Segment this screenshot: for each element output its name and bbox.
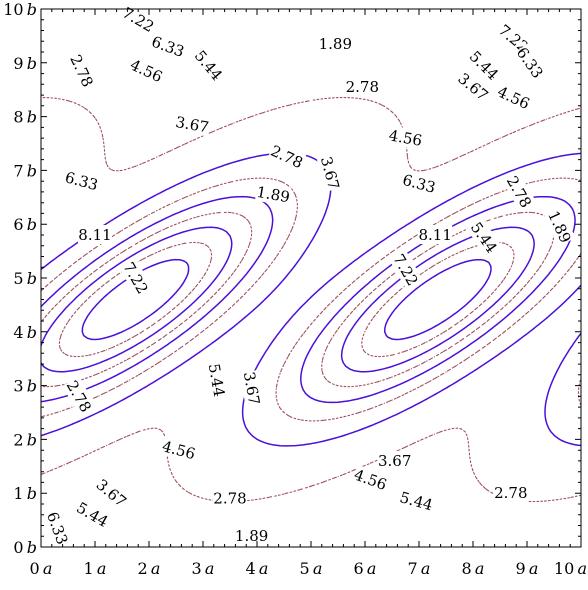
y-tick-label: 5 b <box>13 269 37 288</box>
contour-level-5 <box>41 226 535 373</box>
x-tick-labels: 0 a 1 a 2 a 3 a 4 a 5 a 6 a 7 a 8 a 9 a 10 a <box>30 559 587 578</box>
x-tick-label: 4 a <box>246 559 269 578</box>
contour-label-bg <box>213 488 247 508</box>
contour-label-27: 4.56 <box>387 125 424 150</box>
contour-label-bg <box>318 34 353 53</box>
contour-label-bg <box>62 376 96 416</box>
contour-label-bg <box>316 154 344 192</box>
contour-label-38: 2.78 <box>493 483 528 503</box>
contour-label-bg <box>92 474 131 512</box>
y-tick-label: 0 b <box>13 538 37 557</box>
contour-label-10: 2.78 <box>213 488 247 508</box>
contour-label-text: 2.78 <box>213 490 246 508</box>
contour-label-bg <box>234 526 269 546</box>
contour-label-bg <box>148 31 188 61</box>
y-tick-label: 10 b <box>3 0 37 19</box>
contour-label-bg <box>267 140 307 173</box>
y-tick-label: 4 b <box>13 323 37 342</box>
contour-label-bg <box>78 225 112 244</box>
contour-label-bg <box>397 487 436 515</box>
contour-label-bg <box>119 258 153 298</box>
contour-label-text: 2.78 <box>494 484 527 502</box>
contour-label-bg <box>66 51 98 91</box>
contour-label-text: 2.78 <box>346 78 379 96</box>
y-tick-label: 2 b <box>13 430 37 449</box>
contour-label-bg <box>118 2 158 37</box>
contour-label-text: 1.89 <box>255 183 291 207</box>
axis-ticks <box>40 8 582 548</box>
x-tick-label: 6 a <box>354 559 377 578</box>
contour-label-bg <box>493 483 528 503</box>
contour-label-bg <box>544 207 576 247</box>
contour-label-19: 2.78 <box>345 77 380 96</box>
contour-label-36: 4.56 <box>351 464 390 495</box>
x-tick-label: 9 a <box>516 559 539 578</box>
contour-label-bg <box>466 218 502 257</box>
y-tick-label: 8 b <box>13 108 37 127</box>
contour-label-text: 3.67 <box>240 370 264 406</box>
contour-label-text: 1.89 <box>235 527 268 545</box>
contour-label-text: 3.67 <box>174 113 210 137</box>
contour-label-bg <box>204 361 230 399</box>
contour-label-18: 1.89 <box>318 34 353 53</box>
contour-label-bg <box>389 250 423 290</box>
y-tick-labels: 0 b 1 b 2 b 3 b 4 b 5 b 6 b 7 b 8 b 9 b 10 b <box>3 0 37 557</box>
x-tick-label: 0 a <box>30 559 53 578</box>
x-tick-label: 10 a <box>554 559 587 578</box>
x-tick-label: 8 a <box>462 559 485 578</box>
contour-label-bg <box>377 450 412 470</box>
contour-level-3 <box>41 195 576 404</box>
contour-label-bg <box>127 54 166 87</box>
contour-label-bg <box>502 172 537 212</box>
contour-label-bg <box>254 181 292 207</box>
contour-label-bg <box>454 68 493 105</box>
contour-label-bg <box>173 111 211 137</box>
contour-label-13: 6.33 <box>148 31 188 61</box>
contour-label-5: 3.67 <box>239 369 265 407</box>
x-tick-label: 7 a <box>408 559 431 578</box>
contour-label-text: 8.11 <box>78 226 111 244</box>
contour-label-21: 1.89 <box>254 181 292 207</box>
contour-label-bg <box>494 81 534 114</box>
contour-lines <box>41 96 581 503</box>
contour-label-bg <box>190 46 227 85</box>
contour-label-17: 3.67 <box>173 111 211 137</box>
contour-label-11: 1.89 <box>234 526 269 546</box>
contour-label-bg <box>159 436 198 464</box>
contour-label-bg <box>465 46 503 84</box>
contour-label-0: 8.11 <box>78 225 112 244</box>
contour-label-bg <box>351 464 390 495</box>
contour-label-text: 8.11 <box>418 226 451 244</box>
y-tick-label: 7 b <box>13 161 37 180</box>
contour-label-bg <box>418 225 453 244</box>
contour-level-7 <box>81 258 492 341</box>
contour-label-bg <box>400 169 439 197</box>
x-tick-label: 5 a <box>300 559 323 578</box>
x-tick-label: 2 a <box>138 559 161 578</box>
contour-label-bg <box>512 43 548 82</box>
contour-label-bg <box>62 167 101 195</box>
contour-label-text: 1.89 <box>319 35 352 53</box>
y-tick-label: 9 b <box>13 54 37 73</box>
contour-label-text: 3.67 <box>378 452 411 470</box>
contour-label-35: 3.67 <box>377 450 412 470</box>
x-tick-label: 1 a <box>84 559 107 578</box>
contour-label-23: 8.11 <box>418 225 453 244</box>
contour-label-text: 4.56 <box>387 126 423 150</box>
contour-level-2 <box>41 177 581 422</box>
contour-label-bg <box>345 77 380 96</box>
contour-label-bg <box>42 508 73 548</box>
y-tick-label: 6 b <box>13 215 37 234</box>
contour-label-text: 5.44 <box>205 362 229 398</box>
contour-label-bg <box>239 369 265 407</box>
contour-label-bg <box>387 125 424 150</box>
contour-label-bg <box>73 497 113 531</box>
y-tick-label: 3 b <box>13 377 37 396</box>
x-tick-label: 3 a <box>192 559 215 578</box>
contour-label-3: 5.44 <box>204 361 230 399</box>
tick-marks <box>40 8 582 548</box>
y-tick-label: 1 b <box>13 484 37 503</box>
